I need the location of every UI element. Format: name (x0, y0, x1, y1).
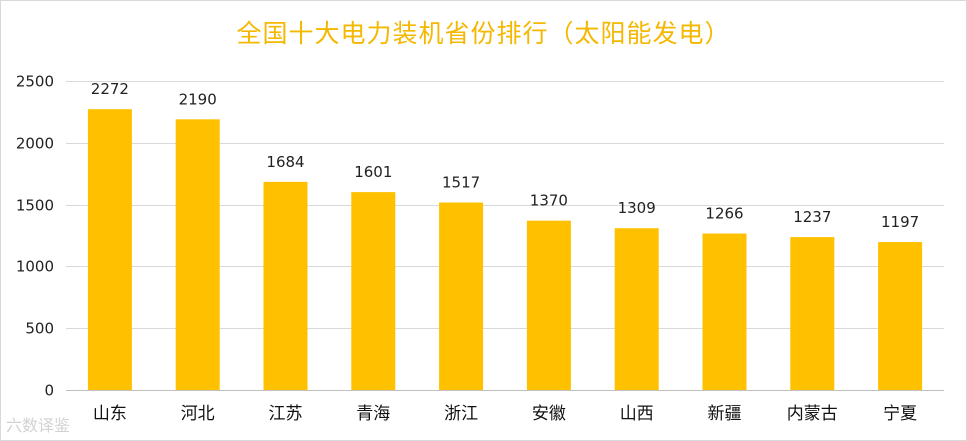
data-label: 1309 (618, 199, 656, 217)
data-label: 1197 (881, 213, 919, 231)
category-label: 青海 (356, 404, 390, 424)
bar (526, 220, 571, 390)
category-label: 河北 (181, 404, 215, 424)
bar (175, 119, 220, 390)
data-label: 1237 (793, 208, 831, 226)
category-label: 山东 (93, 404, 127, 424)
y-tick-label: 1500 (16, 197, 54, 215)
y-tick-label: 500 (25, 320, 54, 338)
bar (614, 228, 659, 390)
watermark: 六数译鉴 (6, 416, 71, 435)
data-label: 2190 (179, 90, 217, 108)
data-label: 1601 (354, 163, 392, 181)
bar (702, 233, 747, 390)
bar (878, 242, 923, 390)
data-label: 1517 (442, 173, 480, 191)
bars (87, 109, 923, 391)
bar (263, 181, 308, 390)
chart-title: 全国十大电力装机省份排行（太阳能发电） (236, 19, 731, 48)
data-label: 2272 (91, 80, 129, 98)
category-label: 新疆 (708, 404, 742, 424)
category-label: 安徽 (532, 404, 566, 424)
category-label: 江苏 (269, 404, 303, 424)
y-tick-label: 2500 (16, 73, 54, 91)
category-label: 内蒙古 (787, 404, 838, 424)
bar (87, 109, 132, 391)
category-label: 山西 (620, 404, 654, 424)
data-label: 1266 (705, 205, 743, 223)
bar (351, 192, 396, 390)
category-label: 宁夏 (883, 404, 917, 424)
y-tick-label: 0 (44, 382, 54, 400)
y-tick-label: 2000 (16, 135, 54, 153)
category-label: 浙江 (444, 404, 478, 424)
y-tick-label: 1000 (16, 258, 54, 276)
labels: 0 500 1000 1500 2000 2500 2272 山东 2190 河北 1684 江苏 16… (16, 73, 919, 425)
bar (439, 202, 484, 390)
data-label: 1370 (530, 192, 568, 210)
data-label: 1684 (266, 153, 304, 171)
bar (790, 237, 835, 390)
